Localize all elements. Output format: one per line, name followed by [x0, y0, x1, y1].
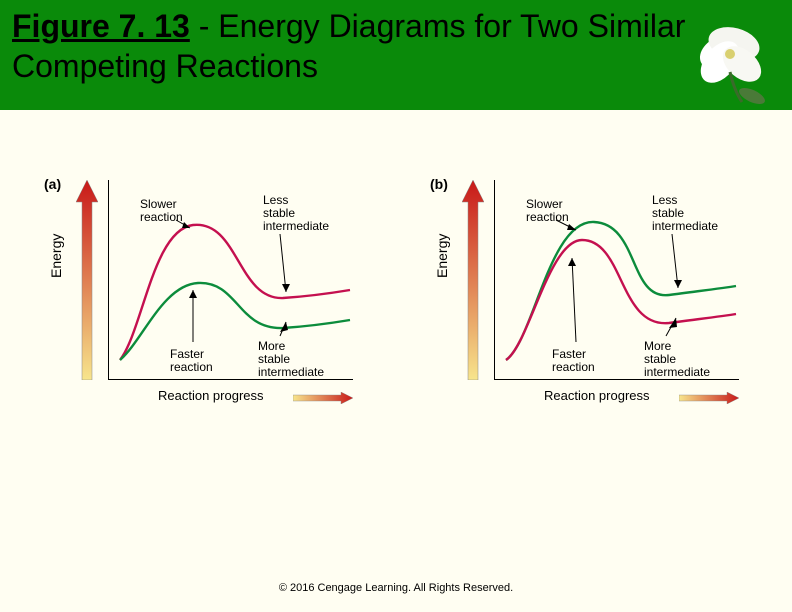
copyright-footer: © 2016 Cengage Learning. All Rights Rese… [0, 582, 792, 594]
y-axis-label: Energy [434, 234, 450, 278]
slide-title: Figure 7. 13 - Energy Diagrams for Two S… [12, 6, 780, 86]
content-area: (a) Energy [0, 110, 792, 612]
label-faster-reaction: Fasterreaction [552, 348, 595, 374]
label-less-stable: Lessstableintermediate [652, 194, 718, 234]
label-slower-reaction: Slowerreaction [526, 198, 569, 224]
x-arrow-icon [293, 392, 353, 404]
slide-header: Figure 7. 13 - Energy Diagrams for Two S… [0, 0, 792, 110]
label-slower-reaction: Slowerreaction [140, 198, 183, 224]
label-less-stable: Lessstableintermediate [263, 194, 329, 234]
figure-label: Figure 7. 13 [12, 8, 190, 44]
diagram-pair: (a) Energy [0, 110, 792, 450]
diagram-a: (a) Energy [38, 170, 368, 450]
label-more-stable: Morestableintermediate [258, 340, 324, 380]
x-arrow-icon [679, 392, 739, 404]
diagram-b: (b) Energy [424, 170, 754, 450]
label-faster-reaction: Fasterreaction [170, 348, 213, 374]
energy-arrow-icon [462, 180, 484, 380]
flower-decoration [672, 2, 782, 108]
label-more-stable: Morestableintermediate [644, 340, 710, 380]
energy-arrow-icon [76, 180, 98, 380]
x-axis-label: Reaction progress [158, 388, 264, 403]
y-axis-label: Energy [48, 234, 64, 278]
panel-label-b: (b) [430, 176, 448, 192]
panel-label-a: (a) [44, 176, 61, 192]
x-axis-label: Reaction progress [544, 388, 650, 403]
